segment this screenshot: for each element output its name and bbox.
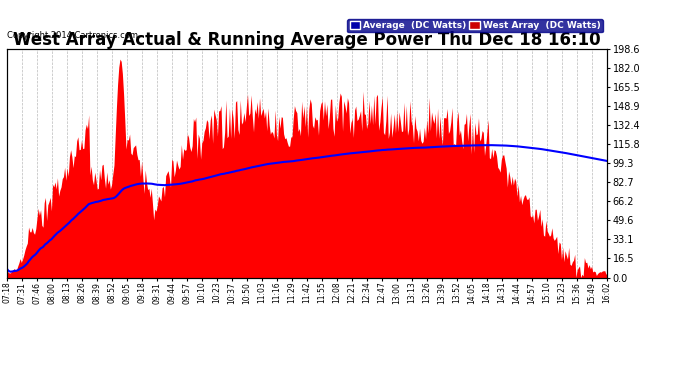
Text: Copyright 2014 Cartronics.com: Copyright 2014 Cartronics.com [7, 31, 138, 40]
Title: West Array Actual & Running Average Power Thu Dec 18 16:10: West Array Actual & Running Average Powe… [13, 31, 601, 49]
Legend: Average  (DC Watts), West Array  (DC Watts): Average (DC Watts), West Array (DC Watts… [347, 19, 602, 33]
